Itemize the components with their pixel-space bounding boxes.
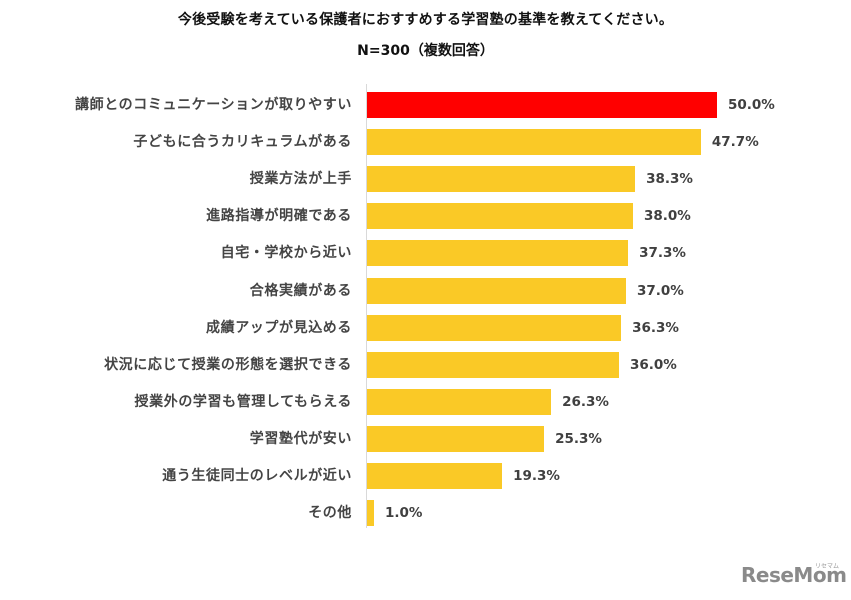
bar-row: 合格実績がある 37.0% [0, 277, 851, 304]
category-label: 子どもに合うカリキュラムがある [133, 134, 352, 151]
bar-row: 進路指導が明確である 38.0% [0, 203, 851, 230]
category-label: 学習塾代が安い [249, 430, 352, 447]
bar [367, 92, 717, 118]
bar [367, 277, 626, 304]
bar-row: 状況に応じて授業の形態を選択できる 36.0% [0, 351, 851, 378]
value-label: 26.3% [562, 393, 609, 410]
bar [367, 203, 633, 230]
bar-row: 自宅・学校から近い 37.3% [0, 240, 851, 267]
bar-row: 成績アップが見込める 36.3% [0, 314, 851, 341]
bar [367, 314, 622, 341]
category-label: 進路指導が明確である [206, 208, 352, 225]
bar-row: 授業方法が上手 38.3% [0, 166, 851, 193]
bar [367, 463, 503, 489]
chart-title: 今後受験を考えている保護者におすすめする学習塾の基準を教えてください。 [177, 12, 674, 28]
value-label: 36.3% [632, 319, 679, 336]
bar [367, 240, 629, 267]
bar-row: 講師とのコミュニケーションが取りやすい 50.0% [0, 92, 851, 118]
category-label: 成績アップが見込める [206, 319, 352, 336]
bar [367, 129, 701, 156]
value-label: 36.0% [630, 356, 677, 373]
value-label: 1.0% [385, 505, 423, 522]
value-label: 47.7% [711, 134, 759, 151]
bar-row: 学習塾代が安い 25.3% [0, 425, 851, 452]
category-label: その他 [308, 505, 352, 522]
value-label: 25.3% [555, 430, 602, 447]
category-label: 授業外の学習も管理してもらえる [134, 393, 352, 410]
bar-row: 通う生徒同士のレベルが近い 19.3% [0, 463, 851, 489]
bar [367, 500, 374, 527]
bar-row: 子どもに合うカリキュラムがある 47.7% [0, 129, 851, 156]
value-label: 38.3% [646, 171, 693, 188]
value-label: 37.0% [637, 282, 684, 299]
bar-row: その他 1.0% [0, 500, 851, 527]
value-label: 19.3% [513, 468, 560, 484]
category-label: 授業方法が上手 [249, 171, 352, 188]
bar [367, 425, 545, 452]
category-label: 合格実績がある [249, 282, 352, 299]
bar [367, 166, 636, 193]
value-label: 38.0% [644, 208, 691, 225]
value-label: 37.3% [639, 245, 686, 262]
bar [367, 388, 552, 415]
bar-row: 授業外の学習も管理してもらえる 26.3% [0, 388, 851, 415]
value-label: 50.0% [728, 97, 775, 113]
category-label: 講師とのコミュニケーションが取りやすい [75, 97, 352, 113]
resemom-logo-kana: リセマム [815, 563, 840, 570]
category-label: 自宅・学校から近い [220, 245, 352, 262]
category-label: 状況に応じて授業の形態を選択できる [104, 356, 352, 373]
chart-subtitle: N=300（複数回答） [357, 43, 494, 59]
resemom-logo: ReseMom [741, 563, 847, 587]
category-label: 通う生徒同士のレベルが近い [162, 468, 352, 484]
bar [367, 351, 619, 378]
y-axis-line [366, 84, 367, 528]
